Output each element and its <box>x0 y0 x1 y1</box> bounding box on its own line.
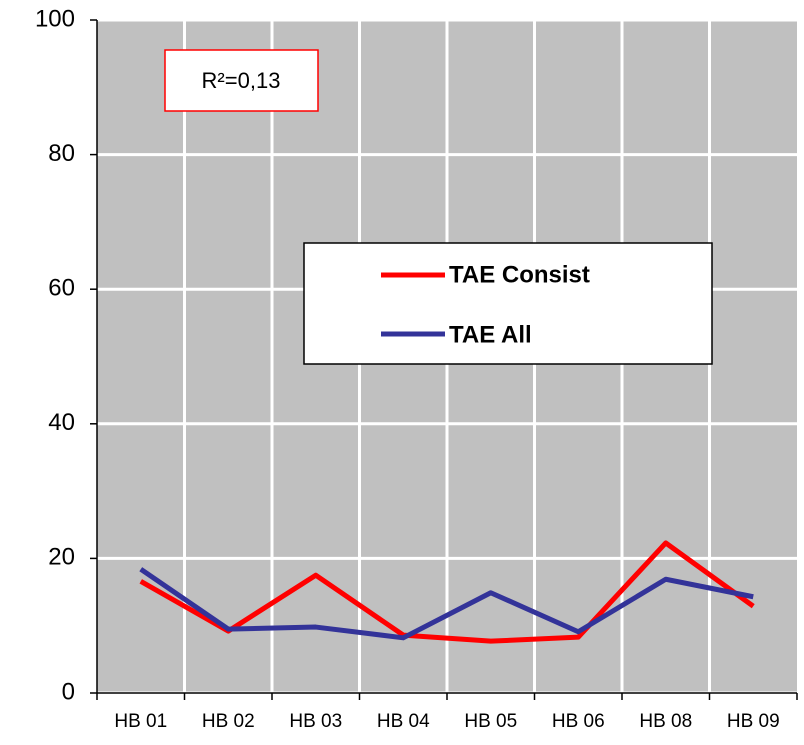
legend-frame <box>303 242 713 365</box>
x-tick-label: HB 01 <box>114 711 167 732</box>
series-line <box>139 540 755 644</box>
y-tick-label: 40 <box>48 409 75 436</box>
y-tick-label: 0 <box>62 678 75 705</box>
x-tick-label: HB 09 <box>727 711 780 732</box>
x-tick-label: HB 02 <box>202 711 255 732</box>
x-tick-label: HB 06 <box>552 711 605 732</box>
y-tick-label: 20 <box>48 544 75 571</box>
x-tick-label: HB 08 <box>639 711 692 732</box>
lines <box>139 540 755 644</box>
x-tick-label: HB 05 <box>464 711 517 732</box>
legend-label: TAE Consist <box>449 261 590 288</box>
annotation-box: R²=0,13 <box>164 49 319 112</box>
annotation-frame <box>164 49 319 112</box>
x-tick-label: HB 04 <box>377 711 430 732</box>
annotation: R²=0,13 <box>202 68 281 93</box>
y-tick-label: 100 <box>35 5 75 32</box>
legend: TAE Consist TAE All <box>303 242 713 365</box>
x-tick-label: HB 03 <box>289 711 342 732</box>
series-line <box>139 567 754 641</box>
y-tick-label: 60 <box>48 275 75 302</box>
y-tick-label: 80 <box>48 140 75 167</box>
legend-label: TAE All <box>449 321 532 348</box>
